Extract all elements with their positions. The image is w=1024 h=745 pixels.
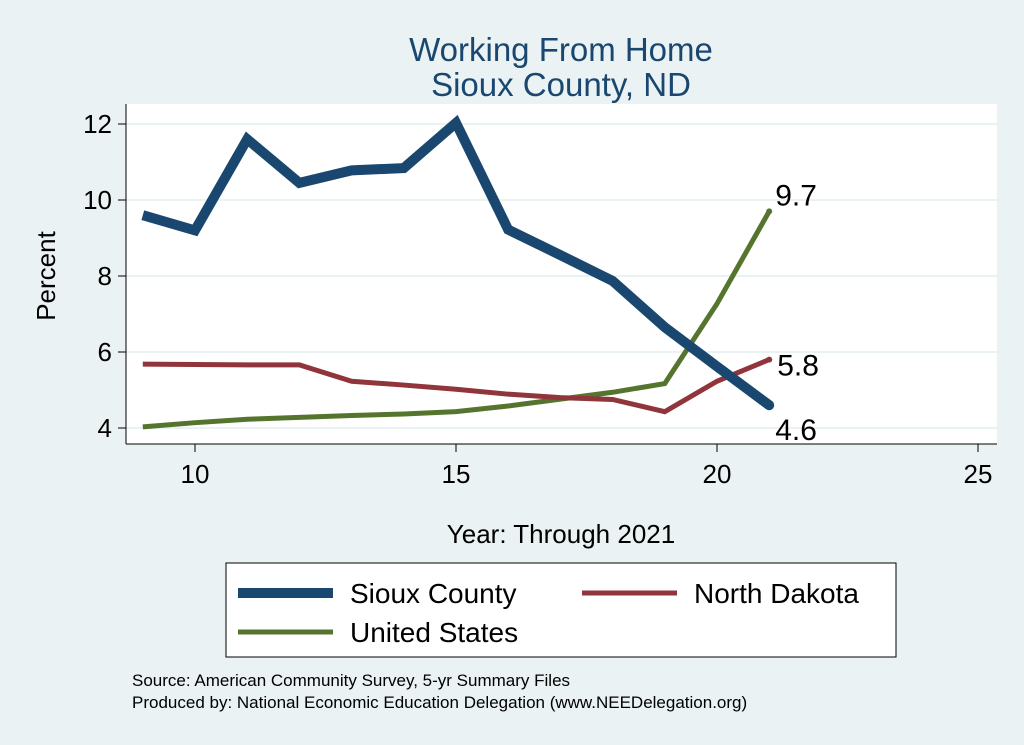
y-axis-label: Percent — [31, 230, 61, 320]
end-label-sioux-county: 4.6 — [775, 414, 817, 447]
end-label-united-states: 9.7 — [775, 179, 817, 212]
series-end-point-sioux-county — [764, 400, 775, 411]
series-line-united-states — [142, 210, 772, 430]
legend-label-united-states: United States — [350, 617, 518, 648]
x-axis-label: Year: Through 2021 — [447, 519, 675, 549]
y-tick-label-4: 4 — [98, 413, 112, 443]
legend-label-sioux-county: Sioux County — [350, 578, 517, 609]
series-end-point-north-dakota — [766, 356, 773, 363]
axes: 4 6 8 10 12 10 15 20 25 — [83, 104, 997, 489]
legend-box — [225, 562, 897, 658]
x-tick-label-20: 20 — [703, 459, 732, 489]
x-tick-label-15: 15 — [442, 459, 471, 489]
legend-label-north-dakota: North Dakota — [694, 578, 859, 609]
y-tick-label-10: 10 — [83, 185, 112, 215]
produced-by-note: Produced by: National Economic Education… — [132, 693, 747, 712]
x-tick-label-25: 25 — [964, 459, 993, 489]
y-tick-label-12: 12 — [83, 109, 112, 139]
y-tick-label-8: 8 — [98, 261, 112, 291]
end-labels: 4.6 5.8 9.7 — [775, 179, 819, 447]
chart-title-line-2: Sioux County, ND — [431, 66, 691, 103]
plot-area — [126, 104, 997, 444]
end-label-north-dakota: 5.8 — [777, 350, 819, 383]
y-tick-label-6: 6 — [98, 337, 112, 367]
series-lines — [141, 114, 775, 430]
series-line-north-dakota — [142, 357, 771, 415]
source-note: Source: American Community Survey, 5-yr … — [132, 671, 570, 690]
series-end-point-united-states — [766, 208, 773, 215]
x-tick-label-10: 10 — [181, 459, 210, 489]
series-line-sioux-county — [141, 114, 773, 410]
chart-title-line-1: Working From Home — [409, 31, 713, 68]
gridlines — [126, 123, 997, 429]
